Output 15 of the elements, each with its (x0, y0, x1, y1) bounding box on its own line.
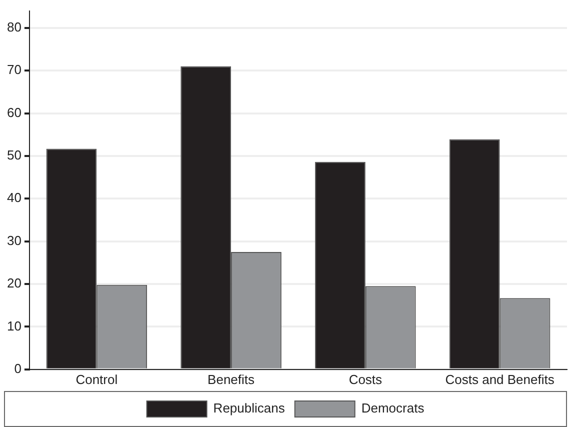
y-tick-label: 30 (6, 232, 22, 248)
x-tick-label: Control (76, 372, 118, 387)
y-tick-label: 40 (6, 190, 22, 206)
x-tick-label: Benefits (208, 372, 256, 387)
y-tick-label: 80 (6, 19, 22, 34)
y-tick-label: 0 (14, 360, 22, 376)
x-tick-label: Costs (348, 372, 383, 387)
x-tick-label: Costs and Benefits (445, 372, 555, 387)
y-tick-label: 20 (6, 276, 22, 291)
legend-label: Democrats (361, 400, 425, 416)
y-tick-label: 50 (6, 148, 22, 163)
y-tick-label: 60 (6, 104, 22, 120)
legend-label: Republicans (213, 400, 286, 416)
y-tick-label: 70 (6, 62, 22, 78)
y-tick-label: 10 (6, 318, 22, 334)
